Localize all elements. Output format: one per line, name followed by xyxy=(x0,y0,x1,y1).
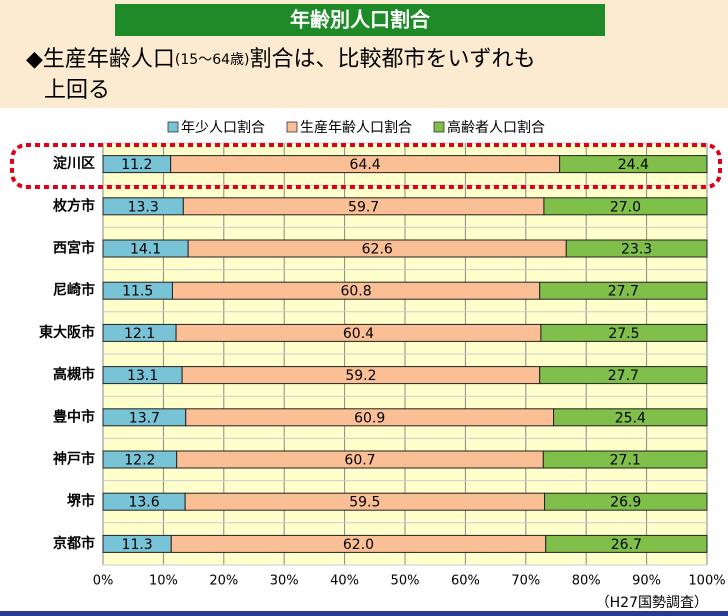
category-label: 枚方市 xyxy=(53,197,95,214)
bar-segment xyxy=(540,323,708,342)
value-label: 27.7 xyxy=(608,284,639,300)
legend-swatch xyxy=(167,121,179,133)
bar-segment xyxy=(545,534,708,553)
value-label: 26.9 xyxy=(610,495,641,511)
footer-strip xyxy=(0,611,728,616)
value-label: 24.4 xyxy=(618,157,649,173)
value-label: 13.3 xyxy=(128,199,159,215)
legend-label: 年少人口割合 xyxy=(181,119,265,136)
value-label: 26.7 xyxy=(611,537,642,553)
x-tick-label: 0% xyxy=(93,574,114,589)
value-label: 60.9 xyxy=(354,410,385,426)
value-label: 11.2 xyxy=(121,157,152,173)
category-label: 神戸市 xyxy=(53,451,95,468)
x-tick-label: 40% xyxy=(330,574,359,589)
value-label: 11.5 xyxy=(122,284,153,300)
x-tick-label: 80% xyxy=(572,574,601,589)
x-tick-label: 100% xyxy=(688,574,725,589)
category-label: 東大阪市 xyxy=(39,324,95,341)
value-label: 27.1 xyxy=(610,453,641,469)
category-label: 堺市 xyxy=(67,493,95,510)
value-label: 12.1 xyxy=(124,326,155,342)
x-tick-label: 70% xyxy=(511,574,540,589)
x-tick-label: 30% xyxy=(270,574,299,589)
category-label: 西宮市 xyxy=(53,240,95,257)
value-label: 60.8 xyxy=(340,284,371,300)
value-label: 27.7 xyxy=(608,368,639,384)
legend-swatch xyxy=(286,121,298,133)
subtitle-part: 割合は、比較都市をいずれも xyxy=(249,47,535,72)
x-tick-label: 90% xyxy=(632,574,661,589)
value-label: 60.7 xyxy=(344,453,375,469)
value-label: 60.4 xyxy=(343,326,374,342)
x-tick-label: 10% xyxy=(149,574,178,589)
legend-label: 高齢者人口割合 xyxy=(447,119,545,136)
bar-segment xyxy=(542,450,708,469)
bar-segment xyxy=(539,366,708,385)
subtitle: 上回る xyxy=(44,78,110,103)
legend-swatch xyxy=(433,121,445,133)
value-label: 64.4 xyxy=(350,157,381,173)
bar-segment xyxy=(565,239,708,258)
category-label: 高槻市 xyxy=(53,366,95,383)
value-label: 11.3 xyxy=(122,537,153,553)
value-label: 62.6 xyxy=(362,242,393,258)
value-label: 59.5 xyxy=(349,495,380,511)
value-label: 25.4 xyxy=(615,410,646,426)
chart-title: 年齢別人口割合 xyxy=(290,8,431,32)
subtitle-part: (15～64歳) xyxy=(175,52,250,68)
subtitle-part: ◆生産年齢人口 xyxy=(26,47,175,72)
x-tick-label: 20% xyxy=(209,574,238,589)
x-tick-label: 60% xyxy=(451,574,480,589)
legend-label: 生産年齢人口割合 xyxy=(300,119,412,136)
title-box xyxy=(115,4,605,36)
value-label: 59.2 xyxy=(345,368,376,384)
bar-segment xyxy=(543,197,708,216)
category-label: 淀川区 xyxy=(53,155,95,172)
value-label: 62.0 xyxy=(343,537,374,553)
x-tick-label: 50% xyxy=(391,574,420,589)
value-label: 59.7 xyxy=(348,199,379,215)
value-label: 13.6 xyxy=(128,495,159,511)
value-label: 13.1 xyxy=(127,368,158,384)
source: （H27国勢調査） xyxy=(596,595,708,611)
subtitle: ◆生産年齢人口(15～64歳)割合は、比較都市をいずれも xyxy=(26,47,536,72)
value-label: 14.1 xyxy=(130,242,161,258)
value-label: 13.7 xyxy=(129,410,160,426)
bar-segment xyxy=(544,492,708,511)
bar-segment xyxy=(559,155,708,174)
category-label: 豊中市 xyxy=(53,408,95,425)
category-label: 尼崎市 xyxy=(53,282,95,299)
value-label: 27.0 xyxy=(610,199,641,215)
value-label: 12.2 xyxy=(124,453,155,469)
bar-segment xyxy=(539,281,708,300)
bar-segment xyxy=(553,408,708,427)
value-label: 23.3 xyxy=(621,242,652,258)
value-label: 27.5 xyxy=(608,326,639,342)
category-label: 京都市 xyxy=(53,535,95,552)
